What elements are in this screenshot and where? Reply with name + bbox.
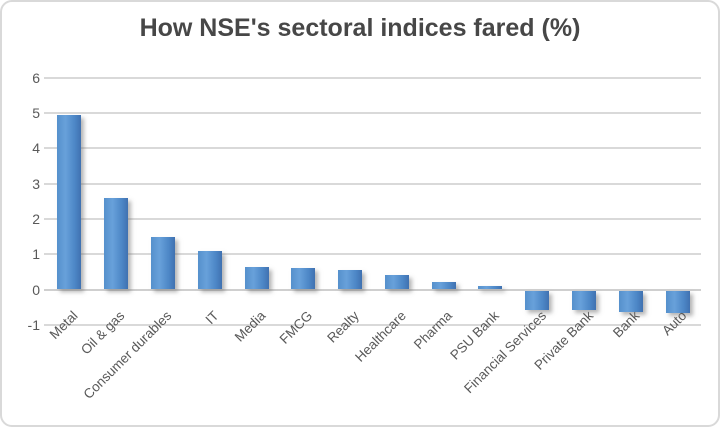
y-tick-label-0: 0 [32, 281, 40, 298]
bar-healthcare [384, 275, 409, 290]
bar-it [197, 250, 222, 290]
gridline [44, 217, 701, 220]
bar-private-bank [572, 290, 597, 310]
gridline [44, 182, 701, 185]
chart-title: How NSE's sectoral indices fared (%) [139, 14, 581, 42]
bar-media [244, 266, 269, 290]
y-tick-label-4: 4 [32, 140, 40, 157]
y-tick-label-6: 6 [32, 69, 40, 86]
x-label-financial-services: Financial Services [460, 308, 549, 397]
x-label-consumer-durables: Consumer durables [80, 308, 175, 402]
y-tick-label-2: 2 [32, 210, 40, 227]
y-tick-label-3: 3 [32, 175, 40, 192]
gridline [44, 323, 701, 326]
bar-metal [57, 114, 82, 290]
gridline [44, 112, 701, 114]
bar-psu-bank [478, 285, 503, 290]
bar-bank [618, 290, 643, 312]
x-label-media: Media [231, 308, 269, 345]
x-label-pharma: Pharma [411, 308, 456, 353]
bar-auto [665, 290, 690, 314]
bar-oil-gas [104, 197, 129, 290]
gridline [44, 253, 701, 256]
bar-consumer-durables [150, 236, 175, 290]
bar-financial-services [525, 290, 550, 310]
bar-fmcg [291, 268, 316, 290]
gridline [44, 76, 701, 79]
bar-pharma [431, 282, 456, 290]
y-tick-label-1: 1 [32, 246, 40, 263]
y-tick-label--1: -1 [27, 316, 40, 333]
gridline [44, 147, 701, 150]
x-label-fmcg: FMCG [276, 308, 315, 347]
x-label-realty: Realty [324, 308, 362, 346]
bar-realty [338, 270, 363, 290]
zero-gridline [44, 288, 701, 291]
y-tick-label-5: 5 [32, 105, 40, 121]
